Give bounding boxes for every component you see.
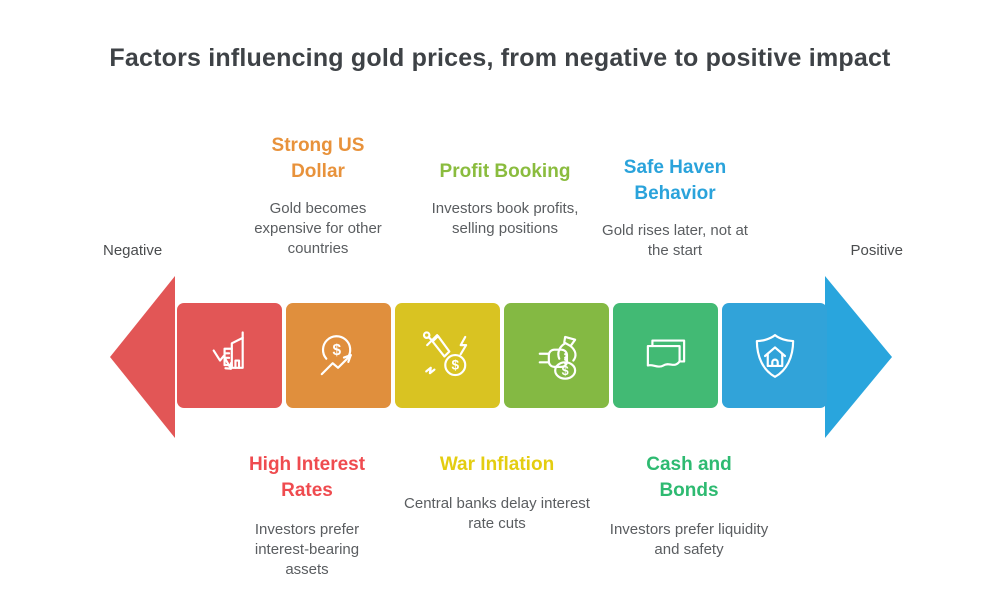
segment-strong-us-dollar: $ xyxy=(286,303,391,408)
factor-safe-haven-behavior: Safe Haven Behavior Gold rises later, no… xyxy=(600,155,750,261)
svg-text:$: $ xyxy=(561,364,568,378)
sword-coin-icon: $ xyxy=(422,330,467,376)
factor-description: Gold rises later, not at the start xyxy=(602,222,748,259)
factor-description: Central banks delay interest rate cuts xyxy=(404,495,590,532)
positive-label: Positive xyxy=(850,242,903,259)
segment-cash-and-bonds xyxy=(613,303,718,408)
segment-profit-booking: $ xyxy=(504,303,609,408)
factor-heading: Strong US Dollar xyxy=(271,135,365,182)
left-arrowhead-icon xyxy=(110,276,175,438)
svg-text:$: $ xyxy=(332,342,341,359)
factor-cash-and-bonds: Cash and Bonds Investors prefer liquidit… xyxy=(609,452,769,560)
factor-heading: High Interest Rates xyxy=(248,454,366,501)
svg-text:$: $ xyxy=(451,357,459,372)
factor-heading: Profit Booking xyxy=(439,161,571,182)
segment-safe-haven xyxy=(722,303,827,408)
factor-war-inflation: War Inflation Central banks delay intere… xyxy=(402,452,592,534)
dollar-rise-icon: $ xyxy=(320,334,352,375)
factor-heading: Cash and Bonds xyxy=(646,454,732,501)
bank-decline-icon xyxy=(212,330,244,370)
right-arrowhead-icon xyxy=(825,276,892,438)
segment-war-inflation: $ xyxy=(395,303,500,408)
factor-high-interest-rates: High Interest Rates Investors prefer int… xyxy=(227,452,387,580)
factor-description: Investors prefer liquidity and safety xyxy=(609,521,769,558)
page-title: Factors influencing gold prices, from ne… xyxy=(109,44,891,72)
shield-home-icon xyxy=(755,333,794,378)
factor-description: Investors book profits, selling position… xyxy=(431,200,579,237)
factor-heading: Safe Haven Behavior xyxy=(623,157,727,204)
factor-description: Gold becomes expensive for other countri… xyxy=(254,200,382,257)
factor-strong-us-dollar: Strong US Dollar Gold becomes expensive … xyxy=(238,133,398,259)
segment-high-interest-rates xyxy=(177,303,282,408)
factor-description: Investors prefer interest-bearing assets xyxy=(254,521,360,578)
negative-label: Negative xyxy=(103,242,163,259)
factor-profit-booking: Profit Booking Investors book profits, s… xyxy=(430,159,580,239)
banknotes-icon xyxy=(646,339,685,368)
hand-money-bag-icon: $ xyxy=(538,335,577,380)
factor-heading: War Inflation xyxy=(439,454,555,475)
